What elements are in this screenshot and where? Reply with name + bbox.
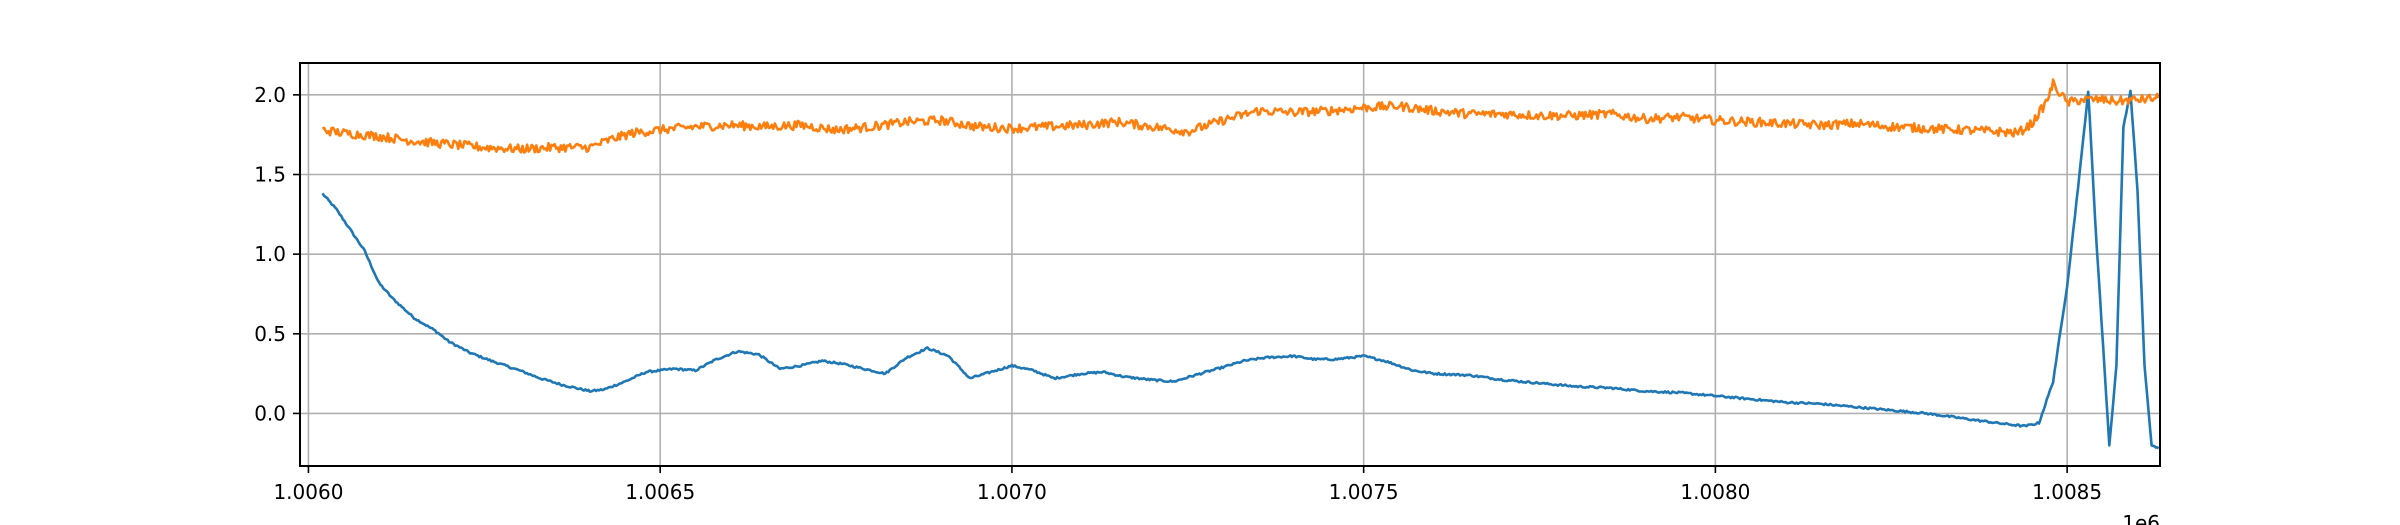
x-tick-label: 1.0065 [625, 480, 695, 504]
y-axis: 0.0 0.5 1.0 1.5 2.0 [254, 83, 300, 425]
y-tick-label: 2.0 [254, 83, 286, 107]
series-layer [321, 78, 2160, 450]
x-tick-label: 1.0070 [977, 480, 1047, 504]
y-tick-label: 0.0 [254, 401, 286, 425]
series-line-2 [321, 78, 2160, 154]
x-tick-label: 1.0085 [2032, 480, 2102, 504]
x-tick-label: 1.0080 [1680, 480, 1750, 504]
series-line-1 [321, 89, 2160, 450]
x-axis: 1.0060 1.0065 1.0070 1.0075 1.0080 1.0085 [273, 466, 2102, 504]
y-tick-label: 1.0 [254, 242, 286, 266]
y-tick-label: 0.5 [254, 322, 286, 346]
axes-frame [299, 62, 2161, 467]
y-tick-label: 1.5 [254, 163, 286, 187]
x-offset-label: 1e6 [2122, 511, 2160, 525]
x-tick-label: 1.0060 [273, 480, 343, 504]
x-tick-label: 1.0075 [1329, 480, 1399, 504]
grid [300, 63, 2160, 466]
